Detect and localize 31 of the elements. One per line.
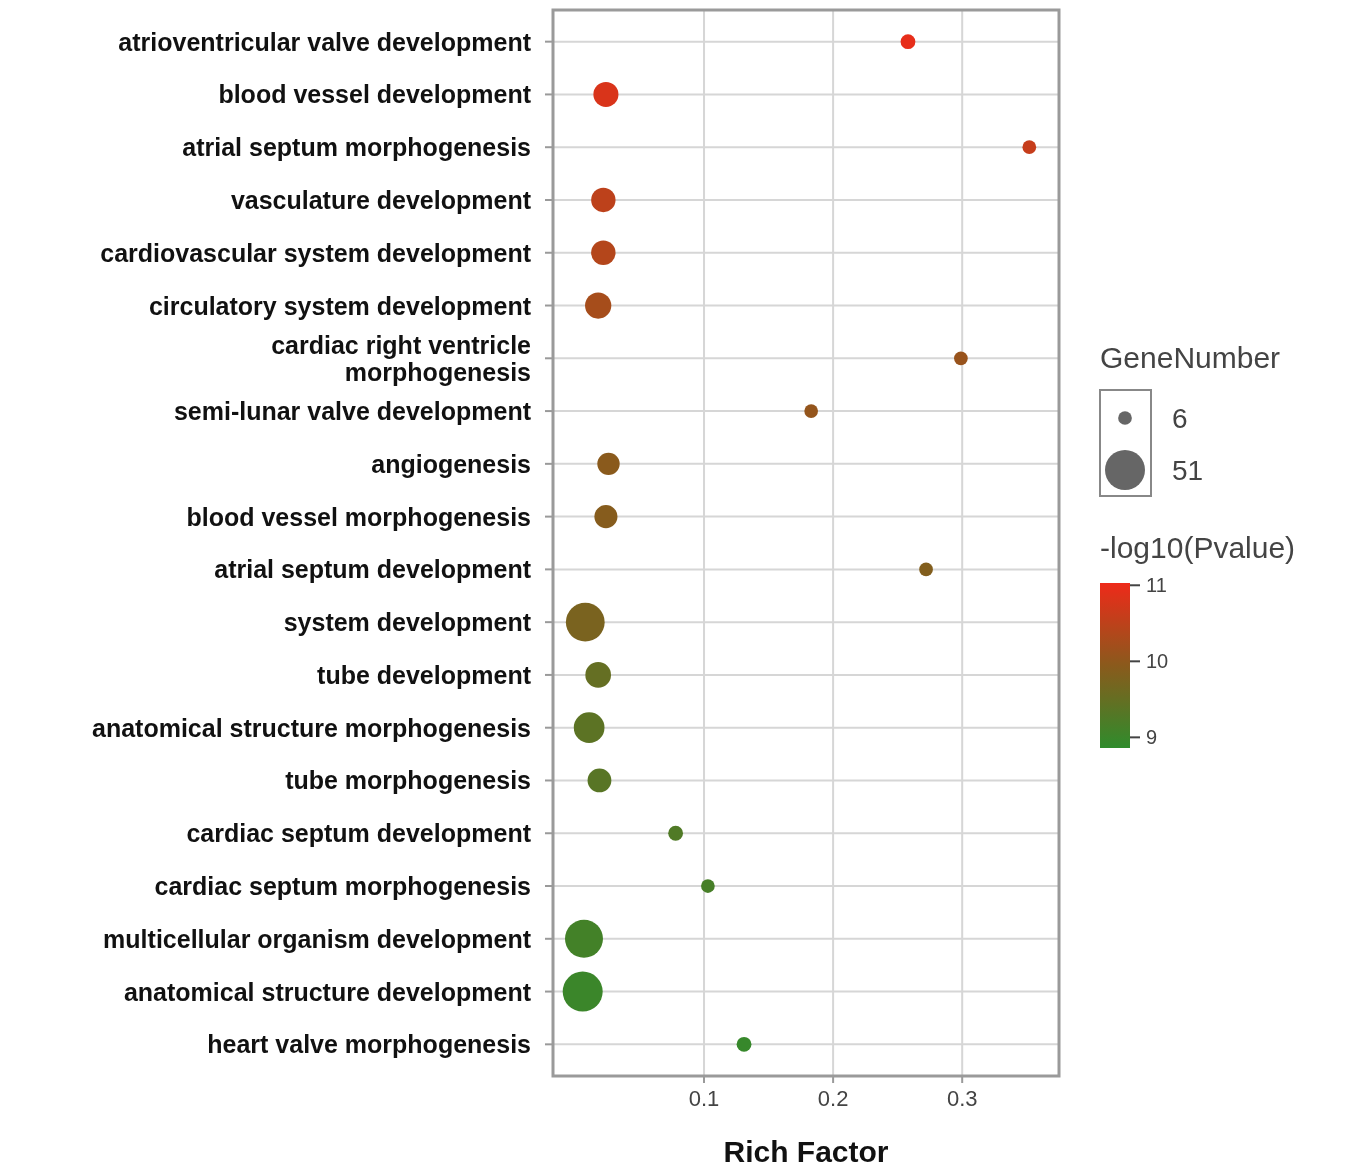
y-tick-label: blood vessel development	[218, 80, 532, 109]
y-tick-label: tube morphogenesis	[285, 766, 531, 795]
y-tick-label: vasculature development	[230, 185, 532, 214]
x-axis-title: Rich Factor	[723, 1135, 889, 1168]
y-tick-label: atrial septum morphogenesis	[182, 133, 531, 162]
color-bar-label: 9	[1146, 726, 1158, 749]
y-tick-label: circulatory system development	[148, 291, 532, 320]
y-tick-label: tube development	[317, 660, 532, 689]
x-tick-label: 0.2	[817, 1086, 849, 1111]
y-tick-label: angiogenesis	[371, 449, 531, 478]
y-tick-label: multicellular organism development	[103, 924, 532, 953]
color-bar-title: -log10(Pvalue)	[1100, 531, 1296, 564]
legend-label: 51	[1172, 454, 1204, 486]
y-tick-label: atrioventricular valve development	[118, 27, 532, 56]
y-tick-label: atrial septum development	[214, 555, 532, 584]
y-tick-label: blood vessel morphogenesis	[186, 502, 531, 531]
color-bar-label: 10	[1146, 650, 1169, 673]
y-tick-label: cardiovascular system development	[100, 238, 532, 267]
legend-title: GeneNumber	[1100, 341, 1281, 374]
y-tick-label: cardiac right ventricle morphogenesis	[271, 330, 532, 386]
x-tick-label: 0.1	[688, 1086, 720, 1111]
y-tick-label: system development	[283, 608, 532, 637]
y-tick-label: semi-lunar valve development	[173, 397, 532, 426]
y-tick-label: cardiac septum morphogenesis	[154, 872, 531, 901]
y-tick-label: anatomical structure development	[123, 977, 532, 1006]
y-tick-label: heart valve morphogenesis	[207, 1030, 531, 1059]
y-tick-label: anatomical structure morphogenesis	[91, 713, 531, 742]
y-tick-label: cardiac septum development	[186, 819, 532, 848]
x-tick-label: 0.3	[946, 1086, 978, 1111]
legend-label: 6	[1172, 402, 1188, 434]
color-bar-label: 11	[1146, 574, 1167, 597]
